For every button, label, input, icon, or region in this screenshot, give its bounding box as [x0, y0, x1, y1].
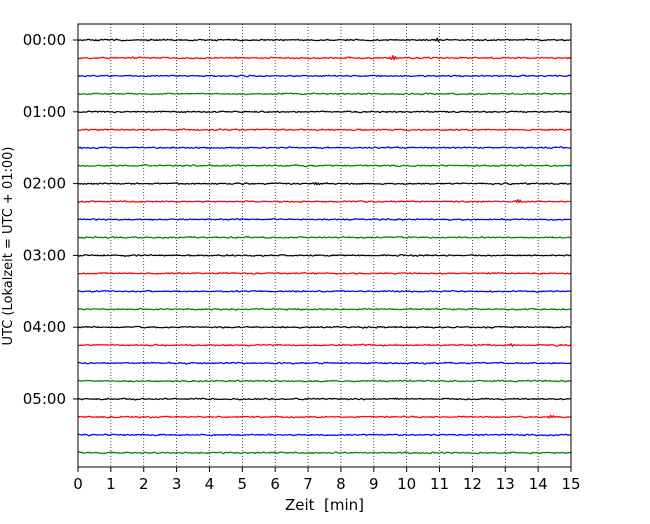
- trace-layer: [77, 37, 572, 455]
- y-tick-label: 04:00: [23, 318, 66, 336]
- x-tick-label: 7: [303, 475, 313, 493]
- x-tick-label: 15: [561, 475, 580, 493]
- y-axis: 00:00 01:00 02:00 03:00 04:00 05:00: [23, 31, 78, 408]
- x-tick-label: 12: [463, 475, 482, 493]
- trace-row-0300: [77, 253, 572, 257]
- x-tick-label: 14: [529, 475, 548, 493]
- x-tick-label: 6: [270, 475, 280, 493]
- trace-row-0215: [77, 199, 572, 204]
- x-tick-label: 3: [172, 475, 182, 493]
- trace-row-0200: [77, 182, 572, 186]
- x-tick-label: 0: [73, 475, 83, 493]
- x-tick-label: 11: [430, 475, 449, 493]
- y-tick-label: 05:00: [23, 390, 66, 408]
- trace-row-0445: [77, 379, 572, 383]
- grid-layer: [110, 24, 539, 467]
- x-tick-label: 9: [369, 475, 379, 493]
- y-tick-label: 00:00: [23, 31, 66, 49]
- x-tick-label: 2: [139, 475, 149, 493]
- trace-row-0100: [77, 110, 572, 114]
- trace-row-0015: [77, 54, 572, 61]
- trace-row-0145: [77, 164, 571, 168]
- plot-frame: [77, 23, 572, 468]
- x-tick-label: 5: [238, 475, 248, 493]
- trace-row-0515: [77, 414, 572, 419]
- x-tick-label: 13: [496, 475, 515, 493]
- trace-row-0115: [77, 128, 572, 132]
- trace-row-0315: [77, 271, 572, 275]
- trace-row-0000: [78, 37, 572, 43]
- y-tick-label: 01:00: [23, 103, 66, 121]
- trace-row-0545: [77, 451, 572, 455]
- trace-row-0230: [77, 217, 572, 222]
- trace-row-0400: [77, 325, 572, 329]
- x-axis: 0 1 2 3 4 5 6 7 8 9 10 11 12 13 14 15: [73, 467, 581, 493]
- x-tick-label: 10: [397, 475, 416, 493]
- x-tick-label: 4: [205, 475, 215, 493]
- trace-row-0330: [77, 289, 572, 293]
- trace-row-0130: [77, 146, 572, 150]
- x-axis-label: Zeit [min]: [285, 496, 364, 514]
- trace-row-0530: [78, 433, 572, 437]
- trace-row-0245: [77, 235, 571, 239]
- trace-row-0415: [77, 343, 572, 347]
- y-axis-label: UTC (Lokalzeit = UTC + 01:00): [1, 147, 16, 346]
- trace-row-0345: [77, 307, 572, 311]
- trace-row-0500: [77, 397, 571, 401]
- x-tick-label: 1: [106, 475, 116, 493]
- trace-row-0045: [77, 92, 572, 96]
- y-tick-label: 02:00: [23, 175, 66, 193]
- y-tick-label: 03:00: [23, 246, 66, 264]
- trace-row-0430: [77, 361, 572, 365]
- x-tick-label: 8: [336, 475, 346, 493]
- trace-row-0030: [77, 74, 572, 78]
